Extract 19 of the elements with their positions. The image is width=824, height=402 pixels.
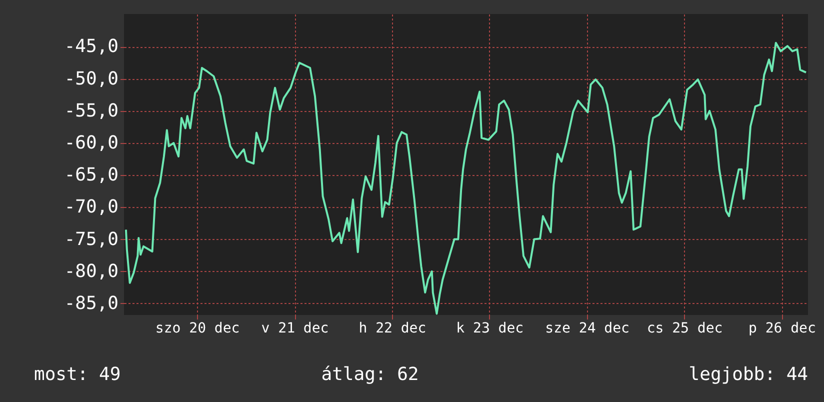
y-tick-label: -45,0 [64,36,118,58]
x-tick-label: k 23 dec [456,320,524,336]
x-tick-label: szo 20 dec [155,320,240,336]
y-tick-label: -80,0 [64,260,118,282]
y-tick-label: -70,0 [64,196,118,218]
y-tick-label: -60,0 [64,132,118,154]
text: legjobb: 44 [688,364,808,385]
x-tick-label: sze 24 dec [545,320,630,336]
text: átlag: 62 [321,364,419,385]
x-tick-label: h 22 dec [358,320,426,336]
x-tick-label: v 21 dec [261,320,329,336]
x-tick-label: cs 25 dec [646,320,723,336]
y-tick-label: -55,0 [64,100,118,122]
y-tick-label: -85,0 [64,292,118,314]
y-tick-label: -75,0 [64,228,118,250]
y-tick-label: -65,0 [64,164,118,186]
x-tick-label: p 26 dec [748,320,816,336]
text: most: 49 [34,364,121,385]
y-tick-label: -50,0 [64,68,118,90]
